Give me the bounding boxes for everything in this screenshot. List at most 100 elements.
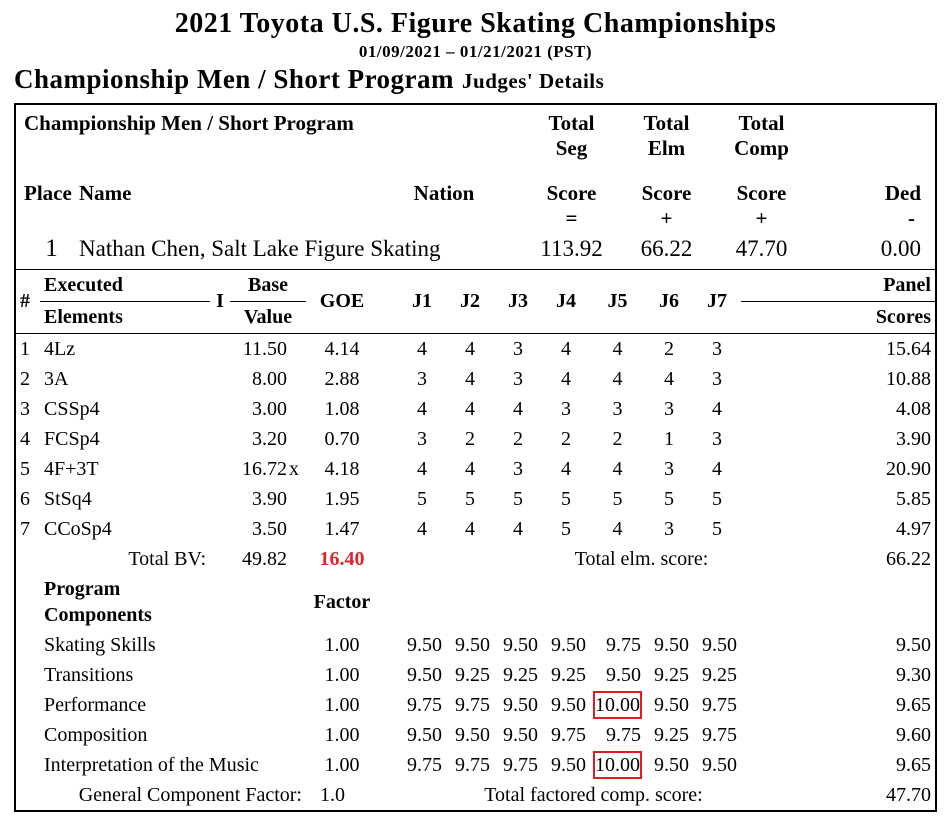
- el-j7: 4: [693, 454, 741, 484]
- pc-name: Transitions: [40, 660, 306, 690]
- pc-j7: 9.50: [693, 630, 741, 660]
- el-num: 4: [16, 424, 40, 454]
- totals-row: Total BV: 49.82 16.40 Total elm. score: …: [16, 544, 935, 574]
- pc-score: 9.60: [741, 720, 935, 750]
- el-bv: 16.72x: [230, 454, 306, 484]
- pc-j7: 9.50: [693, 750, 741, 780]
- el-j3: 4: [494, 514, 542, 544]
- el-j2: 4: [446, 454, 494, 484]
- pc-j2: 9.50: [446, 630, 494, 660]
- el-j4: 3: [542, 394, 590, 424]
- el-j5: 2: [590, 424, 645, 454]
- pc-j6: 9.50: [645, 690, 693, 720]
- el-j2: 4: [446, 394, 494, 424]
- element-row: 14Lz11.504.14443442315.64: [16, 334, 935, 365]
- elm-score-l1: Total: [619, 111, 714, 136]
- place-header: Place: [24, 181, 79, 206]
- pc-row: Interpretation of the Music1.009.759.759…: [16, 750, 935, 780]
- comp-sym: +: [714, 206, 809, 231]
- pc-j5: 10.00: [590, 690, 645, 720]
- el-panel-score: 5.85: [741, 484, 935, 514]
- el-j2: 4: [446, 334, 494, 365]
- pc-factor-label: Factor: [306, 574, 378, 630]
- seg-score-l1: Total: [524, 111, 619, 136]
- skater-place: 1: [24, 235, 79, 263]
- pc-score: 9.65: [741, 690, 935, 720]
- el-bv: 8.00: [230, 364, 306, 394]
- th-goe: GOE: [306, 270, 378, 334]
- pc-score: 9.65: [741, 750, 935, 780]
- el-bv: 3.00: [230, 394, 306, 424]
- gcf-value: 1.0: [306, 780, 378, 810]
- pc-j2: 9.25: [446, 660, 494, 690]
- pc-j4: 9.50: [542, 750, 590, 780]
- pc-j1: 9.75: [398, 750, 446, 780]
- el-j3: 4: [494, 394, 542, 424]
- pc-j4: 9.50: [542, 630, 590, 660]
- summary-section: Championship Men / Short Program Total T…: [16, 105, 935, 270]
- el-panel-score: 3.90: [741, 424, 935, 454]
- elm-score: 66.22: [619, 236, 714, 262]
- el-j4: 2: [542, 424, 590, 454]
- el-j1: 4: [398, 514, 446, 544]
- el-j3: 3: [494, 364, 542, 394]
- name-header: Name: [79, 181, 364, 206]
- th-j5: J5: [590, 270, 645, 334]
- total-bv-label: Total BV:: [40, 544, 210, 574]
- el-info: [210, 424, 230, 454]
- skater-name: Nathan Chen, Salt Lake Figure Skating: [79, 236, 524, 262]
- th-scores: Scores: [741, 302, 935, 334]
- pc-j2: 9.50: [446, 720, 494, 750]
- pc-j6: 9.50: [645, 630, 693, 660]
- el-j6: 2: [645, 334, 693, 365]
- el-j4: 4: [542, 334, 590, 365]
- elm-score-l2: Elm: [619, 136, 714, 161]
- th-panel: Panel: [741, 270, 935, 302]
- th-i: I: [210, 270, 230, 334]
- pc-j2: 9.75: [446, 750, 494, 780]
- th-value: Value: [230, 302, 306, 334]
- th-base: Base: [230, 270, 306, 302]
- elements-table: # Executed I Base GOE J1 J2 J3 J4 J5 J6 …: [16, 270, 935, 810]
- tfcs-label: Total factored comp. score:: [446, 780, 741, 810]
- el-j5: 5: [590, 484, 645, 514]
- el-j1: 4: [398, 334, 446, 365]
- el-j1: 5: [398, 484, 446, 514]
- comp-score-l1: Total: [714, 111, 809, 136]
- pc-j7: 9.75: [693, 690, 741, 720]
- el-bv: 3.50: [230, 514, 306, 544]
- ded-value: 0.00: [809, 236, 927, 262]
- pc-header-row: Program Components Factor: [16, 574, 935, 630]
- el-goe: 1.95: [306, 484, 378, 514]
- pc-j3: 9.75: [494, 750, 542, 780]
- el-goe: 2.88: [306, 364, 378, 394]
- element-row: 23A8.002.88343444310.88: [16, 364, 935, 394]
- total-elm-label: Total elm. score:: [542, 544, 741, 574]
- pc-j5: 9.75: [590, 630, 645, 660]
- el-bv: 3.90: [230, 484, 306, 514]
- comp-score-l3: Score: [714, 181, 809, 206]
- pc-j4: 9.75: [542, 720, 590, 750]
- total-goe: 16.40: [306, 544, 378, 574]
- el-num: 3: [16, 394, 40, 424]
- th-j2: J2: [446, 270, 494, 334]
- comp-score: 47.70: [714, 236, 809, 262]
- th-j7: J7: [693, 270, 741, 334]
- pc-factor: 1.00: [306, 690, 378, 720]
- el-num: 5: [16, 454, 40, 484]
- comp-score-l2: Comp: [714, 136, 809, 161]
- el-j3: 5: [494, 484, 542, 514]
- el-j4: 4: [542, 364, 590, 394]
- elm-sym: +: [619, 206, 714, 231]
- el-name: 4F+3T: [40, 454, 210, 484]
- el-num: 6: [16, 484, 40, 514]
- elements-body: 14Lz11.504.14443442315.6423A8.002.883434…: [16, 334, 935, 545]
- pc-name: Performance: [40, 690, 306, 720]
- el-j7: 5: [693, 484, 741, 514]
- th-j6: J6: [645, 270, 693, 334]
- el-panel-score: 10.88: [741, 364, 935, 394]
- el-j2: 4: [446, 364, 494, 394]
- th-j4: J4: [542, 270, 590, 334]
- el-j6: 5: [645, 484, 693, 514]
- pc-factor: 1.00: [306, 660, 378, 690]
